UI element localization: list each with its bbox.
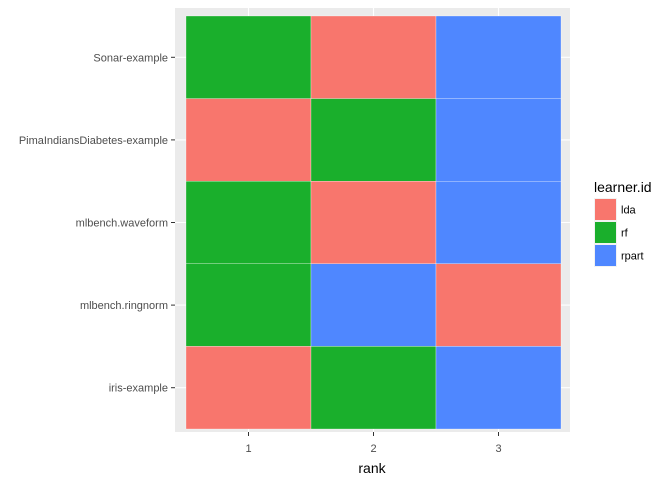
x-tick-label: 2 xyxy=(370,443,376,455)
legend-title: learner.id xyxy=(594,179,652,195)
heatmap-cell-lda xyxy=(435,263,562,347)
legend-label-rf: rf xyxy=(621,228,629,240)
heatmap-cell-rf xyxy=(185,15,312,99)
legend-key-rf xyxy=(595,222,616,243)
legend-label-lda: lda xyxy=(621,205,637,217)
legend: learner.id lda rf rpart xyxy=(594,179,652,267)
x-tick-label: 3 xyxy=(495,443,501,455)
heatmap-cell-lda xyxy=(185,346,312,430)
heatmap-cell-lda xyxy=(310,181,437,264)
y-tick-label: mlbench.ringnorm xyxy=(80,300,168,312)
heatmap-cell-rf xyxy=(185,181,312,264)
heatmap-cell-rpart xyxy=(435,98,562,182)
heatmap-cell-rpart xyxy=(435,346,562,430)
heatmap-cell-rpart xyxy=(310,263,437,347)
heatmap-cell-rf xyxy=(185,263,312,347)
heatmap-cell-rpart xyxy=(435,181,562,264)
y-tick-label: PimaIndiansDiabetes-example xyxy=(19,135,168,147)
y-tick-label: mlbench.waveform xyxy=(76,218,168,230)
y-tick-label: iris-example xyxy=(109,383,168,395)
heatmap-cell-rf xyxy=(310,346,437,430)
legend-key-lda xyxy=(595,199,616,220)
y-axis: Sonar-example PimaIndiansDiabetes-example… xyxy=(19,52,175,395)
y-tick-label: Sonar-example xyxy=(93,52,168,64)
x-axis-title: rank xyxy=(358,460,386,476)
x-tick-label: 1 xyxy=(245,443,251,455)
x-axis: 1 2 3 xyxy=(245,432,502,455)
heatmap-cell-lda xyxy=(185,98,312,182)
heatmap-cells xyxy=(185,15,562,430)
legend-key-rpart xyxy=(595,245,616,266)
heatmap-cell-lda xyxy=(310,15,437,99)
legend-label-rpart: rpart xyxy=(621,251,644,263)
heatmap-cell-rpart xyxy=(435,15,562,99)
heatmap-cell-rf xyxy=(310,98,437,182)
